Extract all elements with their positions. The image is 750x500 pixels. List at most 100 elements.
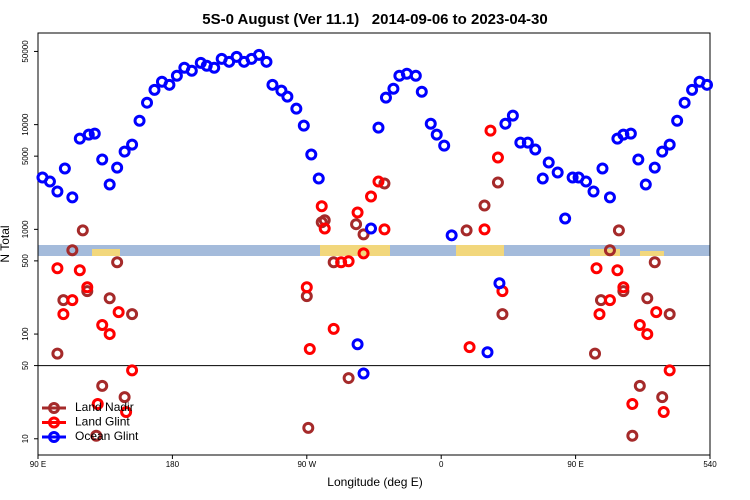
point bbox=[650, 306, 663, 319]
point bbox=[378, 177, 391, 190]
point bbox=[493, 277, 506, 290]
point bbox=[632, 153, 645, 166]
point bbox=[484, 124, 497, 137]
point bbox=[671, 114, 684, 127]
point bbox=[350, 218, 363, 231]
point bbox=[327, 322, 340, 335]
point bbox=[297, 119, 310, 132]
point bbox=[88, 127, 101, 140]
point bbox=[118, 145, 131, 158]
point bbox=[617, 281, 630, 294]
point bbox=[82, 128, 95, 141]
point bbox=[626, 397, 639, 410]
point bbox=[208, 61, 221, 74]
point bbox=[678, 96, 691, 109]
point bbox=[103, 328, 116, 341]
point bbox=[327, 256, 340, 269]
point bbox=[66, 191, 79, 204]
point bbox=[542, 156, 555, 169]
y-tick-label: 50000 bbox=[21, 40, 30, 63]
point bbox=[657, 406, 670, 419]
point bbox=[111, 256, 124, 269]
point bbox=[51, 185, 64, 198]
point bbox=[365, 190, 378, 203]
land-patch bbox=[320, 245, 390, 256]
point bbox=[163, 78, 176, 91]
point bbox=[103, 178, 116, 191]
point bbox=[357, 228, 370, 241]
y-tick-label: 1000 bbox=[21, 220, 30, 238]
x-tick-label: 90 W bbox=[297, 460, 316, 469]
y-tick-label: 50 bbox=[21, 361, 30, 370]
point bbox=[589, 347, 602, 360]
y-tick-label: 5000 bbox=[21, 147, 30, 165]
point bbox=[536, 172, 549, 185]
point bbox=[409, 69, 422, 82]
point bbox=[612, 224, 625, 237]
y-tick-label: 500 bbox=[21, 254, 30, 268]
point bbox=[378, 223, 391, 236]
point bbox=[438, 139, 451, 152]
point bbox=[303, 343, 316, 356]
point bbox=[491, 151, 504, 164]
y-tick-label: 10000 bbox=[21, 113, 30, 136]
point bbox=[372, 121, 385, 134]
point bbox=[112, 306, 125, 319]
point bbox=[424, 117, 437, 130]
point bbox=[372, 175, 385, 188]
point bbox=[96, 319, 109, 332]
point bbox=[315, 200, 328, 213]
point bbox=[481, 346, 494, 359]
point bbox=[342, 372, 355, 385]
point bbox=[141, 96, 154, 109]
point bbox=[305, 148, 318, 161]
point bbox=[639, 178, 652, 191]
point bbox=[514, 136, 527, 149]
point bbox=[290, 102, 303, 115]
point bbox=[387, 82, 400, 95]
point bbox=[66, 294, 79, 307]
point bbox=[603, 244, 616, 257]
point bbox=[185, 64, 198, 77]
point bbox=[260, 55, 273, 68]
point bbox=[312, 172, 325, 185]
point bbox=[357, 367, 370, 380]
point bbox=[103, 292, 116, 305]
point bbox=[460, 224, 473, 237]
point bbox=[51, 262, 64, 275]
point bbox=[686, 83, 699, 96]
point bbox=[302, 421, 315, 434]
point bbox=[415, 85, 428, 98]
legend-marker bbox=[48, 402, 60, 414]
point bbox=[57, 308, 70, 321]
point bbox=[551, 166, 564, 179]
x-tick-label: 540 bbox=[703, 460, 717, 469]
point bbox=[118, 391, 131, 404]
point bbox=[51, 347, 64, 360]
y-tick-label: 100 bbox=[21, 327, 30, 341]
point bbox=[111, 161, 124, 174]
x-tick-label: 90 E bbox=[567, 460, 583, 469]
point bbox=[58, 162, 71, 175]
point bbox=[656, 391, 669, 404]
point bbox=[126, 308, 139, 321]
x-tick-label: 180 bbox=[166, 460, 180, 469]
point bbox=[120, 406, 133, 419]
point bbox=[300, 281, 313, 294]
point bbox=[365, 222, 378, 235]
point bbox=[81, 281, 94, 294]
point bbox=[148, 83, 161, 96]
point bbox=[342, 255, 355, 268]
y-tick-label: 10 bbox=[21, 434, 30, 443]
point bbox=[641, 328, 654, 341]
point bbox=[76, 224, 89, 237]
point bbox=[590, 262, 603, 275]
point bbox=[648, 256, 661, 269]
point bbox=[641, 292, 654, 305]
point bbox=[126, 364, 139, 377]
point bbox=[478, 223, 491, 236]
point bbox=[701, 78, 714, 91]
point bbox=[43, 175, 56, 188]
land-patch bbox=[640, 251, 664, 256]
